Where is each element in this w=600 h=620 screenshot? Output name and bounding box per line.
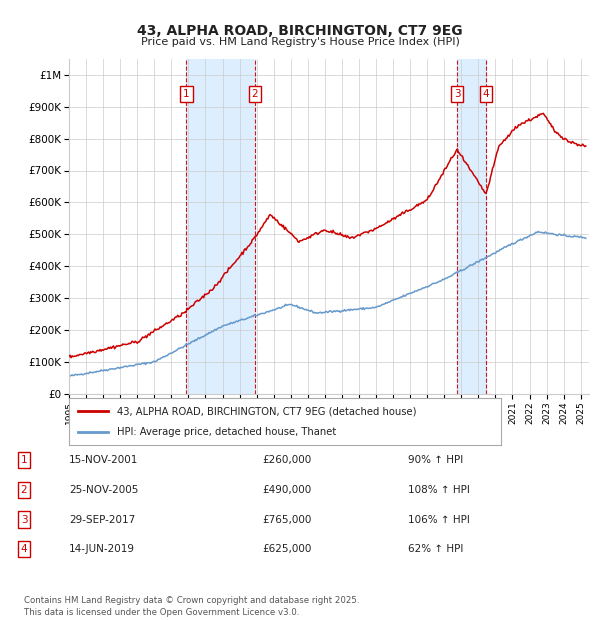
Text: Price paid vs. HM Land Registry's House Price Index (HPI): Price paid vs. HM Land Registry's House … <box>140 37 460 47</box>
Text: 106% ↑ HPI: 106% ↑ HPI <box>408 515 470 525</box>
Text: 90% ↑ HPI: 90% ↑ HPI <box>408 455 463 465</box>
Text: 2: 2 <box>251 89 258 99</box>
Text: 43, ALPHA ROAD, BIRCHINGTON, CT7 9EG (detached house): 43, ALPHA ROAD, BIRCHINGTON, CT7 9EG (de… <box>116 406 416 416</box>
Text: 29-SEP-2017: 29-SEP-2017 <box>69 515 135 525</box>
Text: £260,000: £260,000 <box>263 455 312 465</box>
Text: £765,000: £765,000 <box>263 515 312 525</box>
Text: 1: 1 <box>20 455 28 465</box>
Text: 2: 2 <box>20 485 28 495</box>
Text: 14-JUN-2019: 14-JUN-2019 <box>69 544 135 554</box>
Text: HPI: Average price, detached house, Thanet: HPI: Average price, detached house, Than… <box>116 427 336 436</box>
Bar <box>457 59 486 394</box>
Text: 3: 3 <box>20 515 28 525</box>
Text: 62% ↑ HPI: 62% ↑ HPI <box>408 544 463 554</box>
Text: 108% ↑ HPI: 108% ↑ HPI <box>408 485 470 495</box>
Text: 4: 4 <box>483 89 490 99</box>
Text: 1: 1 <box>183 89 190 99</box>
Text: £625,000: £625,000 <box>263 544 312 554</box>
Text: Contains HM Land Registry data © Crown copyright and database right 2025.
This d: Contains HM Land Registry data © Crown c… <box>24 596 359 617</box>
Text: 15-NOV-2001: 15-NOV-2001 <box>69 455 139 465</box>
Text: £490,000: £490,000 <box>263 485 312 495</box>
Text: 43, ALPHA ROAD, BIRCHINGTON, CT7 9EG: 43, ALPHA ROAD, BIRCHINGTON, CT7 9EG <box>137 24 463 38</box>
Bar <box>187 59 255 394</box>
Text: 25-NOV-2005: 25-NOV-2005 <box>69 485 139 495</box>
Text: 4: 4 <box>20 544 28 554</box>
Text: 3: 3 <box>454 89 460 99</box>
